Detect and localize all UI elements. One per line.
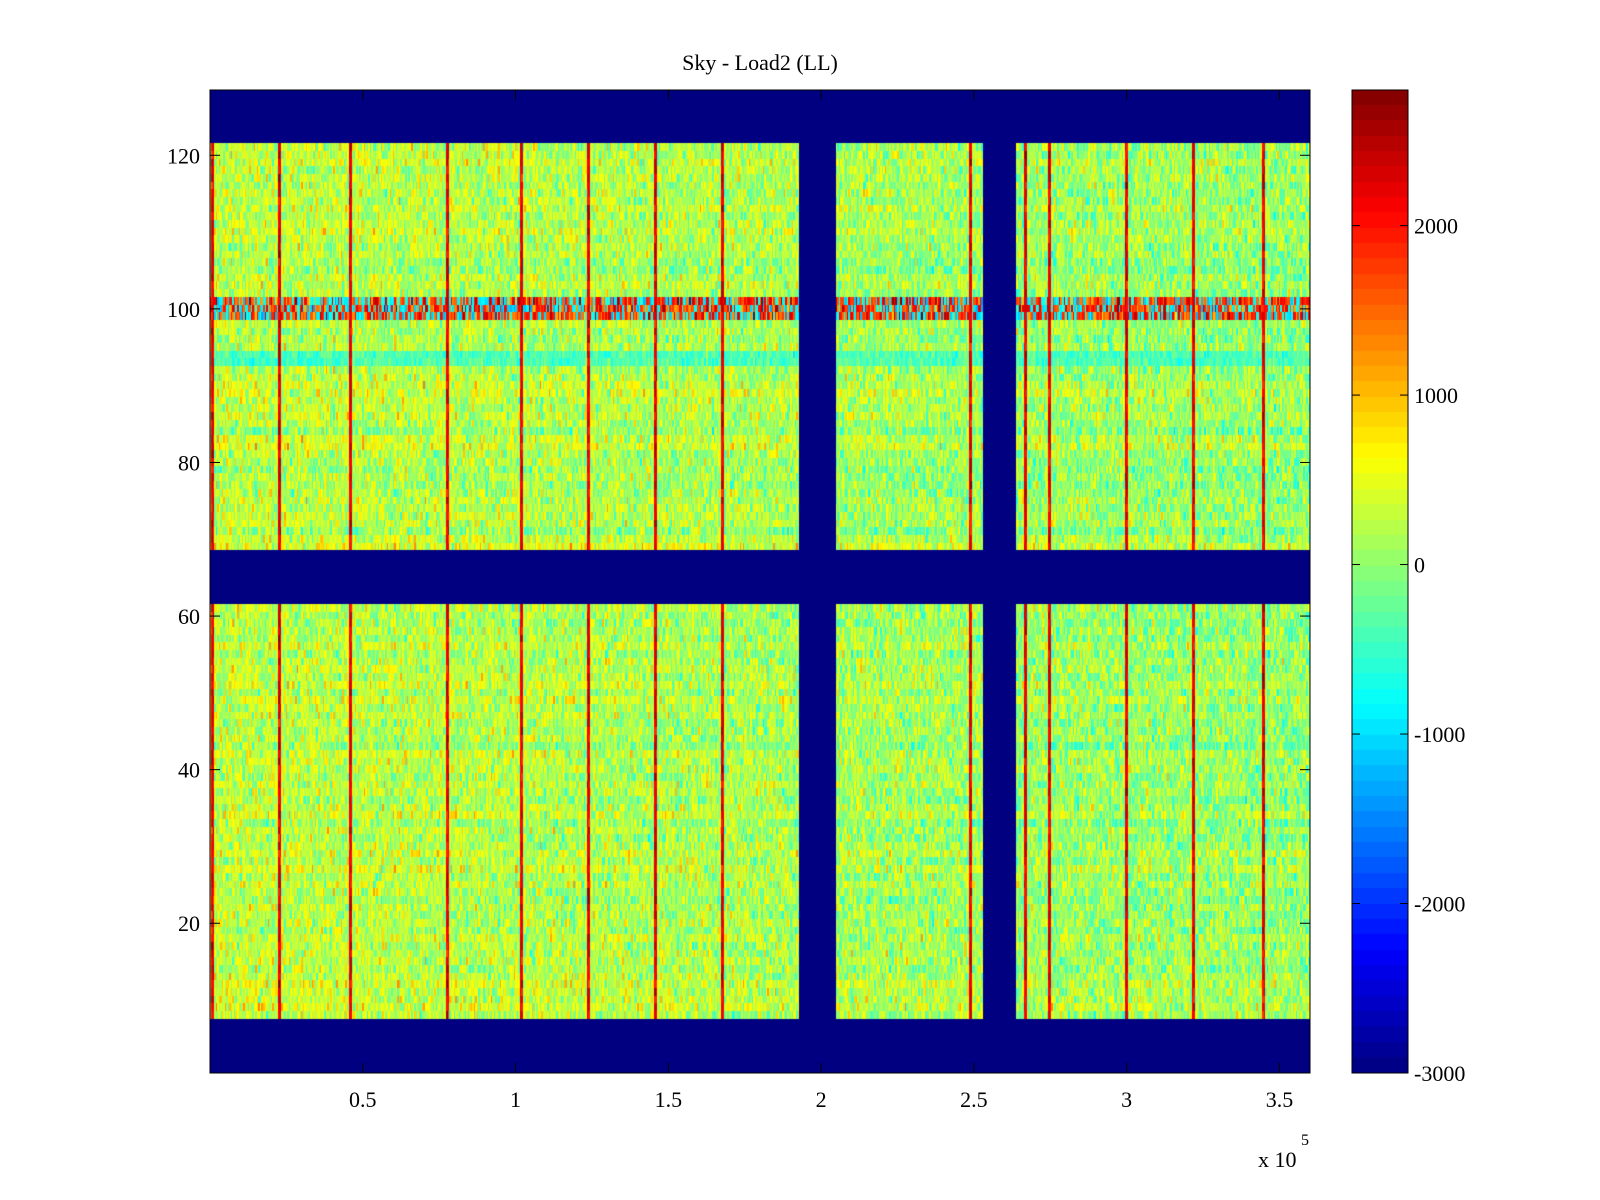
- x-multiplier-label: x 10: [1258, 1147, 1297, 1172]
- y-tick-label: 100: [167, 297, 200, 322]
- colorbar-tick-label: -2000: [1414, 892, 1465, 917]
- y-tick-label: 40: [178, 758, 200, 783]
- colorbar-gradient: [1352, 90, 1408, 1073]
- chart-title: Sky - Load2 (LL): [682, 50, 838, 75]
- colorbar-ticks: 2000 1000 0 -1000 -2000 -3000: [1352, 214, 1465, 1086]
- y-tick-label: 80: [178, 450, 200, 475]
- y-axis-ticks: 20 40 60 80 100 120: [167, 143, 1310, 936]
- colorbar-tick-label: 0: [1414, 553, 1425, 578]
- x-tick-label: 2.5: [960, 1087, 988, 1112]
- colorbar-frame: [1351, 89, 1409, 1074]
- y-tick-label: 120: [167, 143, 200, 168]
- colorbar-tick-label: -1000: [1414, 722, 1465, 747]
- colorbar-tick-label: -3000: [1414, 1061, 1465, 1086]
- colorbar-tick-label: 2000: [1414, 214, 1458, 239]
- x-tick-label: 3: [1121, 1087, 1132, 1112]
- x-multiplier-exponent: 5: [1301, 1132, 1309, 1149]
- y-tick-label: 60: [178, 604, 200, 629]
- y-tick-label: 20: [178, 911, 200, 936]
- heatmap-plot-area: [209, 89, 1311, 1074]
- colorbar-tick-label: 1000: [1414, 383, 1458, 408]
- x-tick-label: 1.5: [655, 1087, 683, 1112]
- colorbar: 2000 1000 0 -1000 -2000 -3000: [1351, 89, 1465, 1086]
- x-tick-label: 3.5: [1266, 1087, 1294, 1112]
- axes-frame: [209, 89, 1311, 1074]
- x-tick-label: 0.5: [349, 1087, 377, 1112]
- x-axis-ticks: 0.5 1 1.5 2 2.5 3 3.5: [349, 90, 1293, 1112]
- heatmap-image: [210, 90, 1310, 1073]
- x-tick-label: 1: [510, 1087, 521, 1112]
- x-tick-label: 2: [816, 1087, 827, 1112]
